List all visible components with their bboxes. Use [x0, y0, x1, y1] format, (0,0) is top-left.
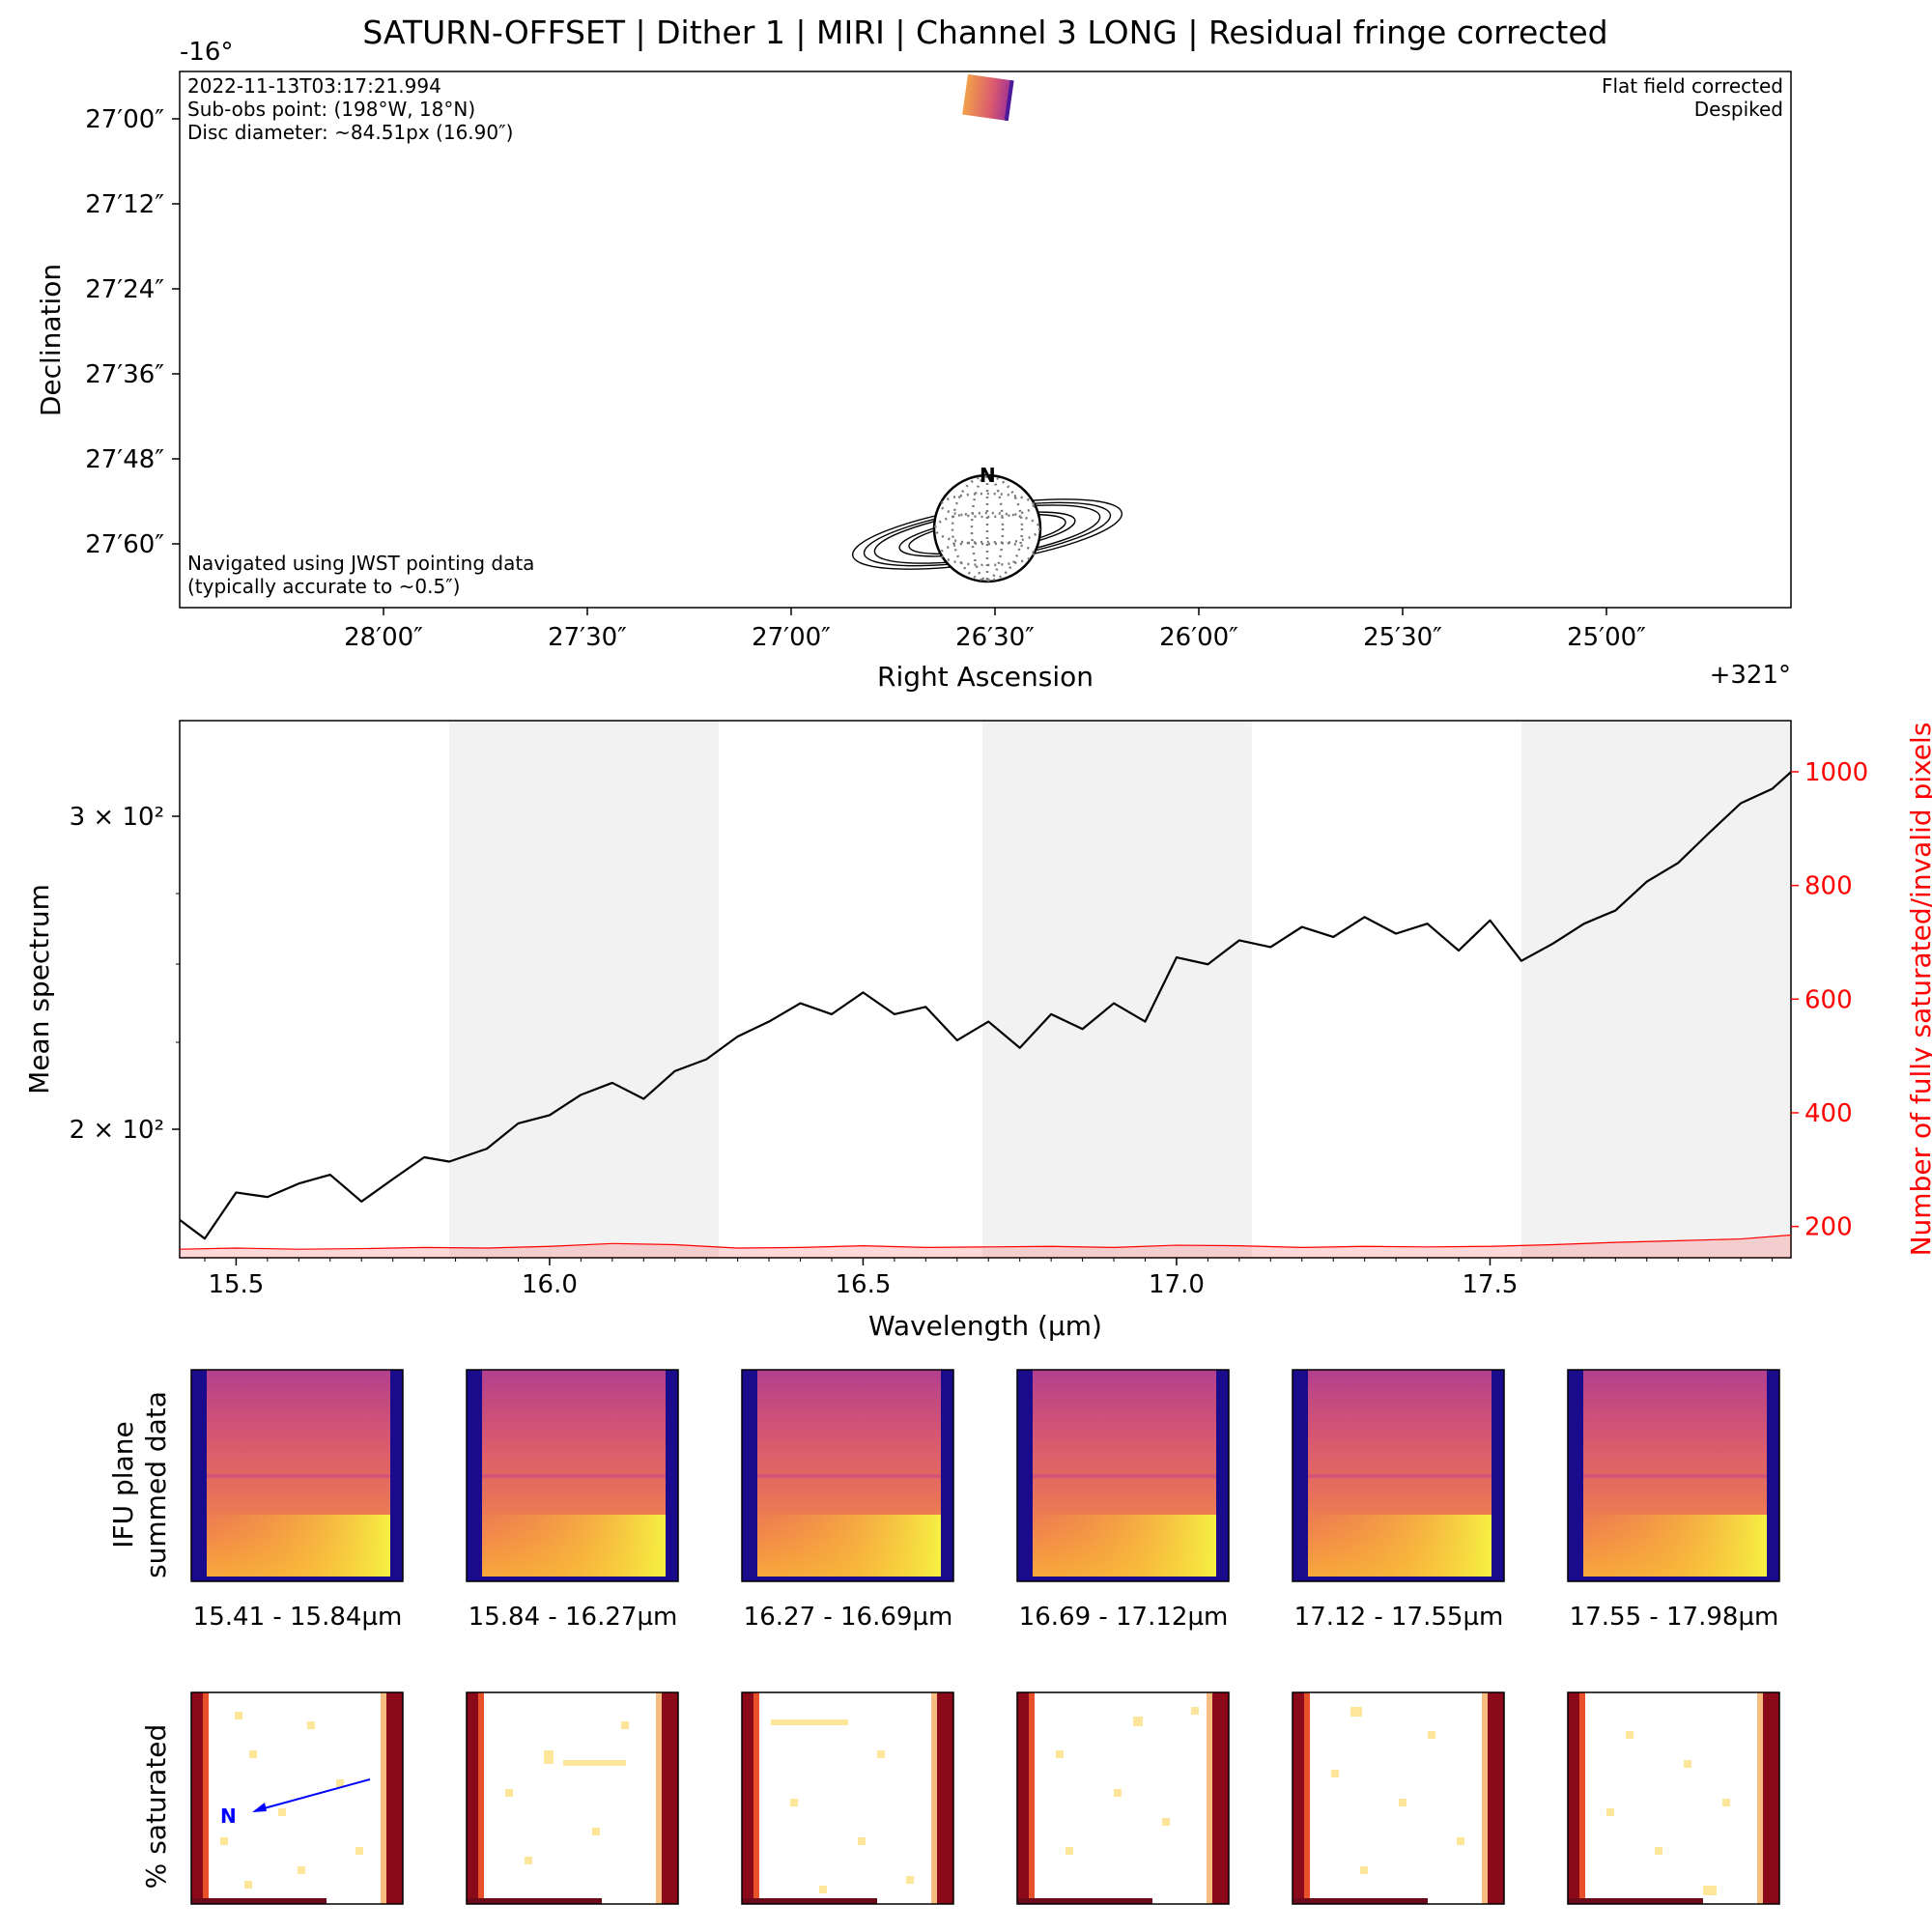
- ra-tick-label: 27′30″: [548, 623, 627, 652]
- shaded-band: [449, 721, 720, 1258]
- obs-time-text: 2022-11-13T03:17:21.994: [187, 74, 441, 98]
- nav-note-text: Navigated using JWST pointing data: [187, 552, 534, 575]
- ifu-tile: 16.69 - 17.12µm: [1016, 1369, 1230, 1632]
- ifu-wavelength-range: 15.84 - 16.27µm: [469, 1603, 678, 1632]
- ra-offset-label: +321°: [1710, 661, 1791, 690]
- dec-tick-label: 27′24″: [85, 275, 164, 304]
- ra-tick-label: 26′30″: [955, 623, 1035, 652]
- saturation-tile: [1292, 1691, 1505, 1905]
- saturation-row: % saturated N: [140, 1691, 1780, 1905]
- dec-offset-label: -16°: [180, 38, 233, 67]
- saturation-tile: N: [190, 1691, 404, 1905]
- saturn-north-label: N: [980, 464, 996, 487]
- invalid-pixel-area: [180, 1235, 1791, 1258]
- spectrum-panel: 15.5 16.0 16.5 17.0 17.5 200 400 600 800 1000 2 …: [23, 720, 1932, 1342]
- ifu-wavelength-range: 16.27 - 16.69µm: [744, 1603, 953, 1632]
- ifu-plane-row: IFU plane summed data 15.41 - 15.84µm 15…: [107, 1369, 1780, 1632]
- saturation-tile: [1016, 1691, 1230, 1905]
- y2-tick-label: 600: [1804, 985, 1853, 1014]
- ra-tick-label: 27′00″: [752, 623, 831, 652]
- y2-tick-label: 1000: [1804, 758, 1868, 787]
- ifu-wavelength-range: 17.55 - 17.98µm: [1570, 1603, 1779, 1632]
- dec-tick-label: 27′00″: [85, 105, 164, 134]
- north-arrow-icon: [256, 1778, 371, 1811]
- dec-tick-label: 27′12″: [85, 190, 164, 219]
- dec-tick-label: 27′36″: [85, 360, 164, 389]
- saturation-tile: [1567, 1691, 1780, 1905]
- ifu-wavelength-range: 17.12 - 17.55µm: [1294, 1603, 1504, 1632]
- y-tick-label: 3 × 10²: [70, 803, 164, 832]
- saturation-tile: [741, 1691, 954, 1905]
- dec-tick-label: 27′60″: [85, 530, 164, 559]
- invalid-count-ticks: 200 400 600 800 1000: [1791, 758, 1868, 1242]
- dec-tick-label: 27′48″: [85, 445, 164, 474]
- saturation-tile: [466, 1691, 679, 1905]
- saturn-wireframe: N: [851, 464, 1123, 583]
- x-tick-label: 17.0: [1149, 1270, 1205, 1299]
- dec-ticks: 27′00″ 27′12″ 27′24″ 27′36″ 27′48″ 27′60…: [85, 105, 180, 559]
- ifu-tile: 15.41 - 15.84µm: [190, 1369, 404, 1632]
- saturation-row-label: % saturated: [140, 1724, 172, 1889]
- y2-tick-label: 800: [1804, 872, 1853, 901]
- x-tick-label: 16.0: [522, 1270, 578, 1299]
- navigation-panel: -16° +321° 27′00″ 27′12″ 27′24″ 27′36″ 2…: [35, 38, 1792, 693]
- nav-y-axis-label: Declination: [35, 264, 67, 416]
- mean-spectrum-series: [179, 771, 1792, 1240]
- ra-tick-label: 26′00″: [1159, 623, 1238, 652]
- shaded-bands: [449, 721, 1791, 1258]
- figure-title: SATURN-OFFSET | Dither 1 | MIRI | Channe…: [362, 14, 1607, 51]
- sub-obs-point-text: Sub-obs point: (198°W, 18°N): [187, 98, 475, 121]
- flat-field-text: Flat field corrected: [1602, 74, 1783, 98]
- y2-tick-label: 400: [1804, 1099, 1853, 1128]
- nav-accuracy-text: (typically accurate to ~0.5″): [187, 575, 460, 598]
- spectrum-x-axis-label: Wavelength (µm): [868, 1310, 1102, 1342]
- saturation-north-label: N: [220, 1804, 237, 1828]
- y-tick-label: 2 × 10²: [70, 1116, 164, 1145]
- ifu-row-label-line1: IFU plane: [107, 1421, 139, 1548]
- spectrum-y-ticks: 2 × 10² 3 × 10²: [70, 803, 180, 1145]
- spectrum-y2-axis-label: Number of fully saturated/invalid pixels: [1905, 723, 1932, 1257]
- ifu-wavelength-range: 15.41 - 15.84µm: [193, 1603, 403, 1632]
- ifu-footprint: [962, 73, 1014, 122]
- ifu-row-label-line2: summed data: [140, 1391, 172, 1578]
- ifu-tile: 17.12 - 17.55µm: [1292, 1369, 1505, 1632]
- shaded-band: [1520, 721, 1791, 1258]
- ra-tick-label: 25′00″: [1567, 623, 1646, 652]
- ra-tick-label: 25′30″: [1363, 623, 1442, 652]
- shaded-band: [981, 721, 1252, 1258]
- nav-x-axis-label: Right Ascension: [877, 661, 1094, 693]
- spectrum-y-axis-label: Mean spectrum: [23, 884, 55, 1094]
- ra-ticks: 28′00″ 27′30″ 27′00″ 26′30″ 26′00″ 25′30…: [344, 608, 1646, 652]
- x-tick-label: 17.5: [1463, 1270, 1519, 1299]
- ifu-tile: 17.55 - 17.98µm: [1567, 1369, 1780, 1632]
- mean-spectrum-line: [179, 771, 1792, 1240]
- x-tick-label: 16.5: [835, 1270, 891, 1299]
- ifu-tile: 15.84 - 16.27µm: [466, 1369, 679, 1632]
- invalid-pixel-line: [179, 1234, 1792, 1250]
- y2-tick-label: 200: [1804, 1213, 1853, 1242]
- x-tick-label: 15.5: [208, 1270, 264, 1299]
- disc-diameter-text: Disc diameter: ~84.51px (16.90″): [187, 121, 513, 144]
- ra-tick-label: 28′00″: [344, 623, 423, 652]
- invalid-pixel-series: [179, 1234, 1792, 1258]
- ifu-tile: 16.27 - 16.69µm: [741, 1369, 954, 1632]
- spectrum-frame: [179, 720, 1792, 1259]
- ifu-wavelength-range: 16.69 - 17.12µm: [1019, 1603, 1229, 1632]
- despiked-text: Despiked: [1694, 98, 1783, 121]
- wavelength-ticks: 15.5 16.0 16.5 17.0 17.5: [204, 1258, 1774, 1299]
